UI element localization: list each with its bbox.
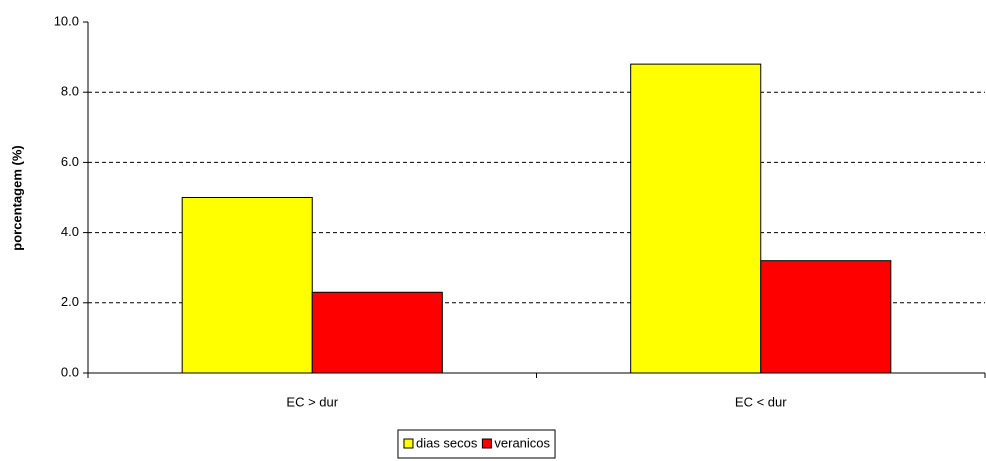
y-tick-label: 6.0 [61,154,79,169]
bar [311,291,443,374]
y-tick-label: 8.0 [61,84,79,99]
y-tick-label: 2.0 [61,294,79,309]
y-axis-title: porcentagem (%) [9,145,24,250]
x-tick-label: EC < dur [735,394,787,409]
bar [181,197,313,374]
bar [630,63,762,374]
legend-box [397,429,556,459]
legend-swatch [481,438,492,449]
x-tick-label: EC > dur [286,394,338,409]
legend-swatch [403,438,414,449]
legend: dias secos veranicos [397,429,556,459]
y-tick-label: 10.0 [54,13,79,28]
bar [760,260,892,374]
y-tick-label: 0.0 [61,364,79,379]
legend-label: veranicos [494,435,550,450]
y-tick-label: 4.0 [61,224,79,239]
legend-label: dias secos [416,435,478,450]
